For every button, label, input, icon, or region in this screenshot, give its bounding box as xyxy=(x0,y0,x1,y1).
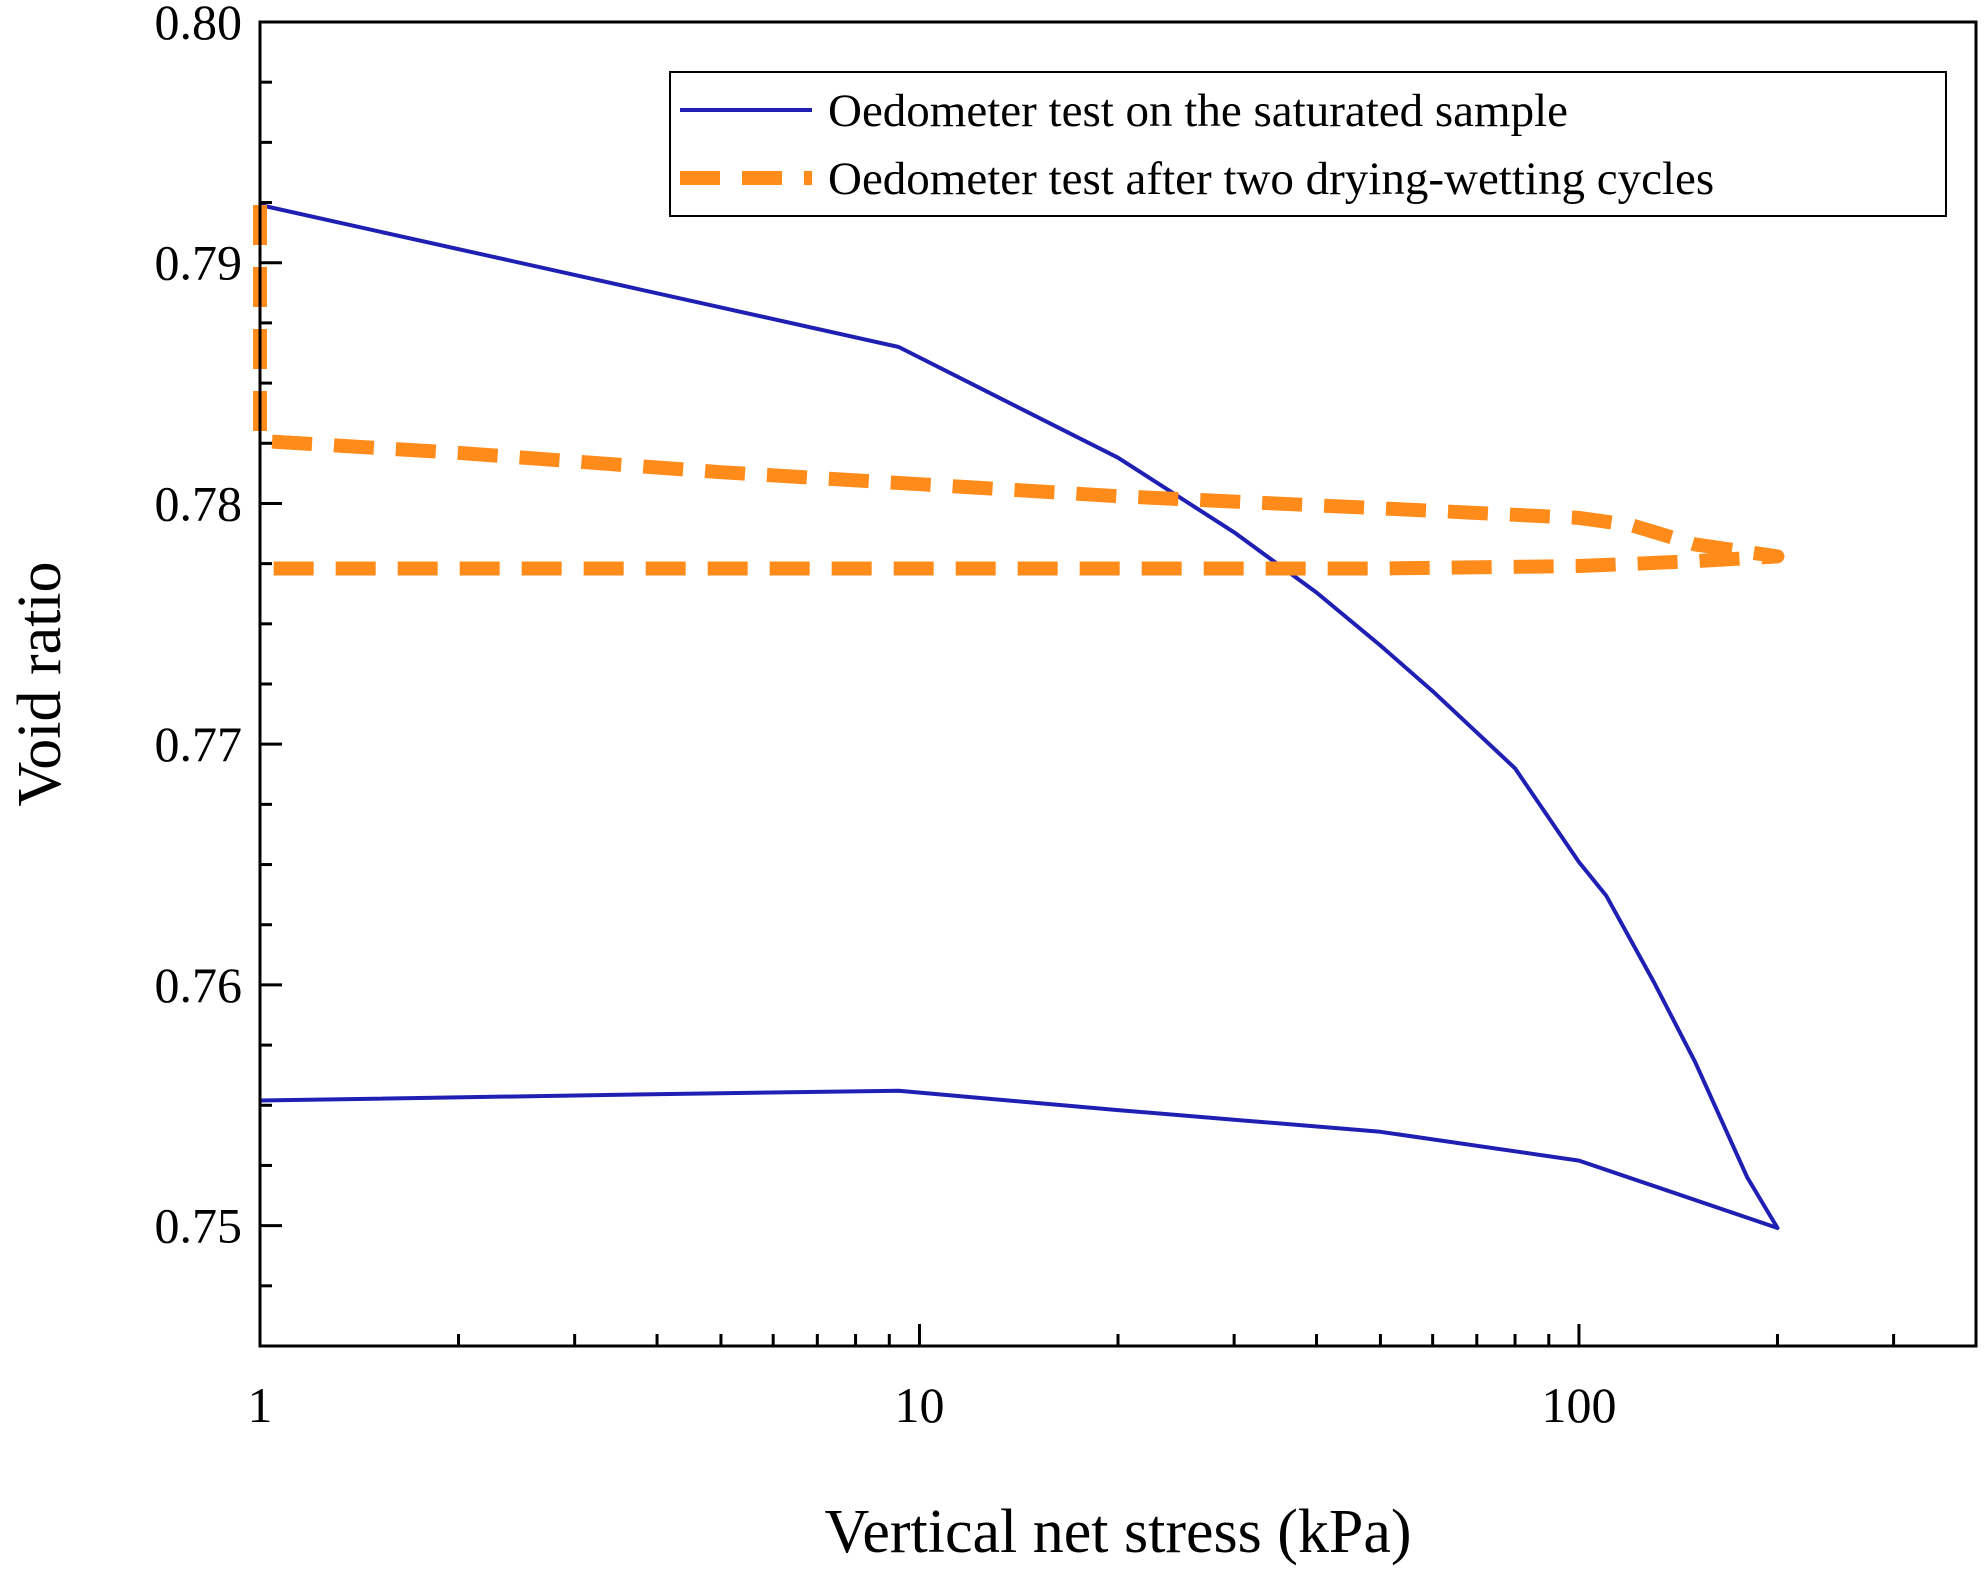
ticks-layer xyxy=(258,20,1978,1348)
y-tick-label: 0.80 xyxy=(155,0,243,50)
y-tick-label: 0.77 xyxy=(155,716,243,772)
series-line-0 xyxy=(259,203,1780,1230)
legend-label-drying-wetting: Oedometer test after two drying-wetting … xyxy=(828,153,1714,205)
y-tick-label: 0.78 xyxy=(155,475,243,531)
series-layer xyxy=(253,203,1785,1230)
plot-frame xyxy=(258,20,1978,1348)
x-axis-title: Vertical net stress (kPa) xyxy=(824,1498,1411,1566)
y-tick-label: 0.76 xyxy=(155,957,243,1013)
y-tick-label: 0.75 xyxy=(155,1198,243,1254)
legend: Oedometer test on the saturated sample O… xyxy=(669,71,1947,217)
x-tick-label: 1 xyxy=(248,1377,273,1433)
y-tick-label: 0.79 xyxy=(155,235,243,291)
legend-label-saturated: Oedometer test on the saturated sample xyxy=(828,85,1568,137)
legend-box xyxy=(669,71,1947,217)
tick-labels-layer: 1 10 100 0.75 0.76 0.77 0.78 0.79 0.80 xyxy=(155,0,1617,1433)
x-tick-label: 10 xyxy=(894,1377,944,1433)
y-axis-title: Void ratio xyxy=(6,561,74,806)
x-tick-label: 100 xyxy=(1541,1377,1616,1433)
series-line-1 xyxy=(253,205,1785,576)
